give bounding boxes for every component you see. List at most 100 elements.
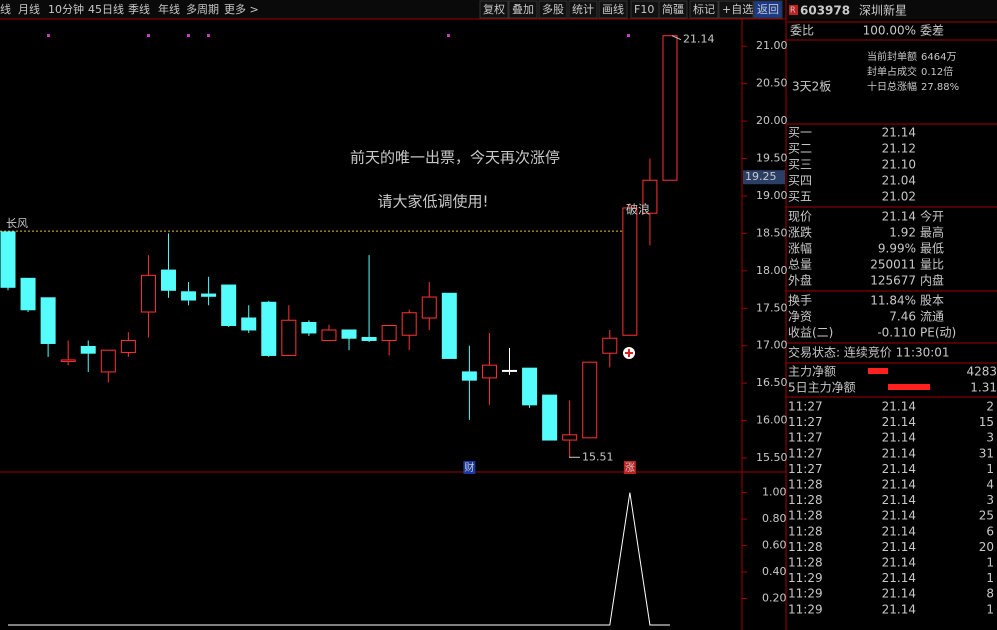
candle-body <box>221 284 237 326</box>
candle-body <box>20 277 36 311</box>
candle-body <box>100 349 116 373</box>
reference-label: 长风 <box>6 217 28 230</box>
candle-body <box>642 179 658 214</box>
panel-text: 1 <box>986 571 994 585</box>
panel-text: 21.14 <box>882 415 916 429</box>
toolbar-button-bg <box>538 0 568 19</box>
panel-text: 6 <box>986 524 994 538</box>
panel-text: 21.14 <box>882 540 916 554</box>
panel-text: 125677 <box>870 274 916 288</box>
candle-body <box>602 337 618 354</box>
panel-text: 量比 <box>920 258 944 272</box>
panel-text: 3 <box>986 431 994 445</box>
candle-body <box>120 339 136 353</box>
panel-text: 总量 <box>788 258 812 272</box>
candle-body <box>0 231 16 288</box>
panel-text: 11:29 <box>788 587 823 601</box>
panel-text: 买三 <box>788 158 812 172</box>
toolbar-tab[interactable]: 年线 <box>158 2 180 16</box>
panel-text: 11:28 <box>788 524 823 538</box>
toolbar-button[interactable]: 复权 <box>483 2 505 16</box>
panel-text: 1.92 <box>889 226 916 240</box>
candle-body <box>622 207 638 336</box>
panel-text: 买二 <box>788 142 812 156</box>
panel-text: 1 <box>986 602 994 616</box>
panel-text: 十日总涨幅 <box>867 80 917 93</box>
candle-body <box>140 274 156 313</box>
toolbar-button[interactable]: 简疆 <box>662 2 684 16</box>
toolbar-button[interactable]: +自选 <box>722 3 753 16</box>
toolbar-button[interactable]: 多股 <box>542 2 564 16</box>
toolbar-button-bg <box>568 0 598 19</box>
panel-text: 21.04 <box>882 174 916 188</box>
panel-text: 今开 <box>920 209 944 224</box>
panel-text: 21.14 <box>882 431 916 445</box>
panel-text: 5日主力净额 <box>788 381 856 395</box>
panel-text: 流通 <box>920 310 944 324</box>
toolbar-button-bg <box>718 0 754 19</box>
panel-text: 21.02 <box>882 190 916 204</box>
panel-text: 11:28 <box>788 493 823 507</box>
panel-text: 涨幅 <box>788 241 812 256</box>
panel-text: 21.14 <box>882 493 916 507</box>
y-tick-label: 17.50 <box>756 301 788 314</box>
toolbar-tab[interactable]: 45日线 <box>88 2 124 16</box>
candle-body <box>40 297 56 344</box>
panel-text: 11:29 <box>788 602 823 616</box>
candle-body <box>261 301 277 356</box>
event-marker: 财 <box>464 461 474 474</box>
annotation: 破浪 <box>626 202 650 217</box>
candle-body <box>562 434 578 441</box>
panel-text: PE(动) <box>920 326 956 340</box>
toolbar-tab[interactable]: 更多 > <box>224 2 259 16</box>
indicator-line <box>8 492 670 626</box>
panel-text: 现价 <box>788 210 812 224</box>
candle-body <box>341 329 357 339</box>
toolbar-tab[interactable]: 多周期 <box>186 2 219 16</box>
panel-text: 主力净额 <box>788 365 836 379</box>
panel-text: 1 <box>986 556 994 570</box>
panel-text: 3 <box>986 493 994 507</box>
candle-body <box>201 293 217 297</box>
toolbar-tab[interactable]: 线 <box>0 2 11 16</box>
y-tick-label: 16.00 <box>756 414 788 427</box>
toolbar-button[interactable]: 标记 <box>693 2 715 16</box>
panel-text: 交易状态: 连续竞价 11:30:01 <box>788 345 950 360</box>
high-label: 21.14 <box>683 33 715 46</box>
toolbar-button[interactable]: F10 <box>634 3 654 16</box>
toolbar-button[interactable]: 统计 <box>572 3 594 16</box>
panel-text: 委比 <box>790 24 814 38</box>
panel-text: 11.84% <box>870 294 916 308</box>
y-tick-label: 21.00 <box>756 39 788 52</box>
high-leader <box>671 35 682 41</box>
low-label: 15.51 <box>582 450 614 463</box>
toolbar-tab[interactable]: 10分钟 <box>48 2 84 16</box>
toolbar-button-bg <box>689 0 719 19</box>
toolbar-button-bg <box>479 0 509 19</box>
panel-text: -0.110 <box>877 326 916 340</box>
panel-text: 4283 <box>966 365 997 379</box>
panel-text: 11:27 <box>788 462 823 476</box>
toolbar-button[interactable]: 返回 <box>757 3 779 16</box>
panel-separators <box>786 21 997 398</box>
panel-text: 1 <box>986 462 994 476</box>
panel-text: 1.31 <box>970 381 997 395</box>
y-tick-label: 18.00 <box>756 264 788 277</box>
toolbar-tab[interactable]: 月线 <box>18 2 40 16</box>
panel-text: 21.14 <box>882 126 916 140</box>
candle-body <box>80 345 96 354</box>
toolbar-button-bg <box>658 0 688 19</box>
toolbar-button[interactable]: 画线 <box>602 2 624 16</box>
y-tick-label: 0.20 <box>762 592 787 605</box>
candle-body <box>481 364 497 379</box>
panel-text: 11:28 <box>788 509 823 523</box>
candle-body <box>522 367 538 406</box>
panel-text: 6464万 <box>921 52 956 63</box>
panel-text: 0.12倍 <box>921 65 953 78</box>
panel-text: 603978 <box>800 4 850 18</box>
toolbar-tab[interactable]: 季线 <box>128 2 150 16</box>
panel-text: 21.14 <box>882 462 916 476</box>
toolbar-button[interactable]: 叠加 <box>512 3 534 16</box>
